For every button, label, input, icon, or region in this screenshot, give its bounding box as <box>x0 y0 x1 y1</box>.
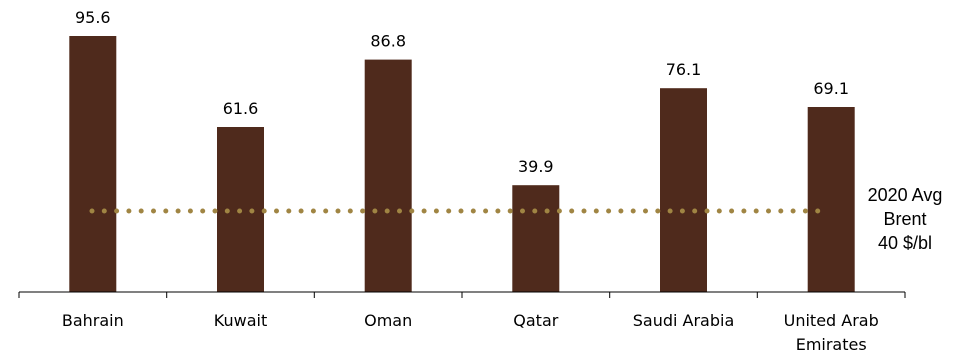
category-label-line: Bahrain <box>62 311 124 330</box>
category-label-line: Emirates <box>796 335 867 354</box>
value-label: 69.1 <box>813 79 849 98</box>
value-label: 95.6 <box>75 8 111 27</box>
bars-group <box>69 36 855 292</box>
category-label-line: Qatar <box>513 311 558 330</box>
category-label: Saudi Arabia <box>633 311 735 330</box>
category-label: Bahrain <box>62 311 124 330</box>
bar-bahrain <box>69 36 117 292</box>
category-label: Oman <box>364 311 412 330</box>
value-label: 86.8 <box>370 32 406 51</box>
bar-qatar <box>512 185 560 292</box>
value-label: 61.6 <box>223 99 259 118</box>
category-label: United Arab Emirates <box>784 311 879 354</box>
bar-oman <box>364 59 412 292</box>
bar-saudi-arabia <box>660 88 707 292</box>
bar-united-arab-emirates <box>807 107 855 292</box>
category-label: Qatar <box>513 311 558 330</box>
reference-line-label-line: 2020 Avg <box>868 185 943 205</box>
x-axis <box>18 291 906 298</box>
category-labels-group: Bahrain Kuwait Oman Qatar Saudi Arabia United… <box>62 311 879 354</box>
value-labels-group: 95.6 61.6 86.8 39.9 76.1 69.1 <box>75 8 849 176</box>
category-label-line: United Arab <box>784 311 879 330</box>
reference-line-label-line: 40 $/bl <box>878 233 932 253</box>
category-label-line: Kuwait <box>214 311 267 330</box>
value-label: 39.9 <box>518 157 554 176</box>
value-label: 76.1 <box>666 60 702 79</box>
reference-line-label-line: Brent <box>883 209 926 229</box>
reference-line-annotation: 2020 Avg Brent 40 $/bl <box>868 185 943 253</box>
category-label: Kuwait <box>214 311 267 330</box>
category-label-line: Saudi Arabia <box>633 311 735 330</box>
category-label-line: Oman <box>364 311 412 330</box>
